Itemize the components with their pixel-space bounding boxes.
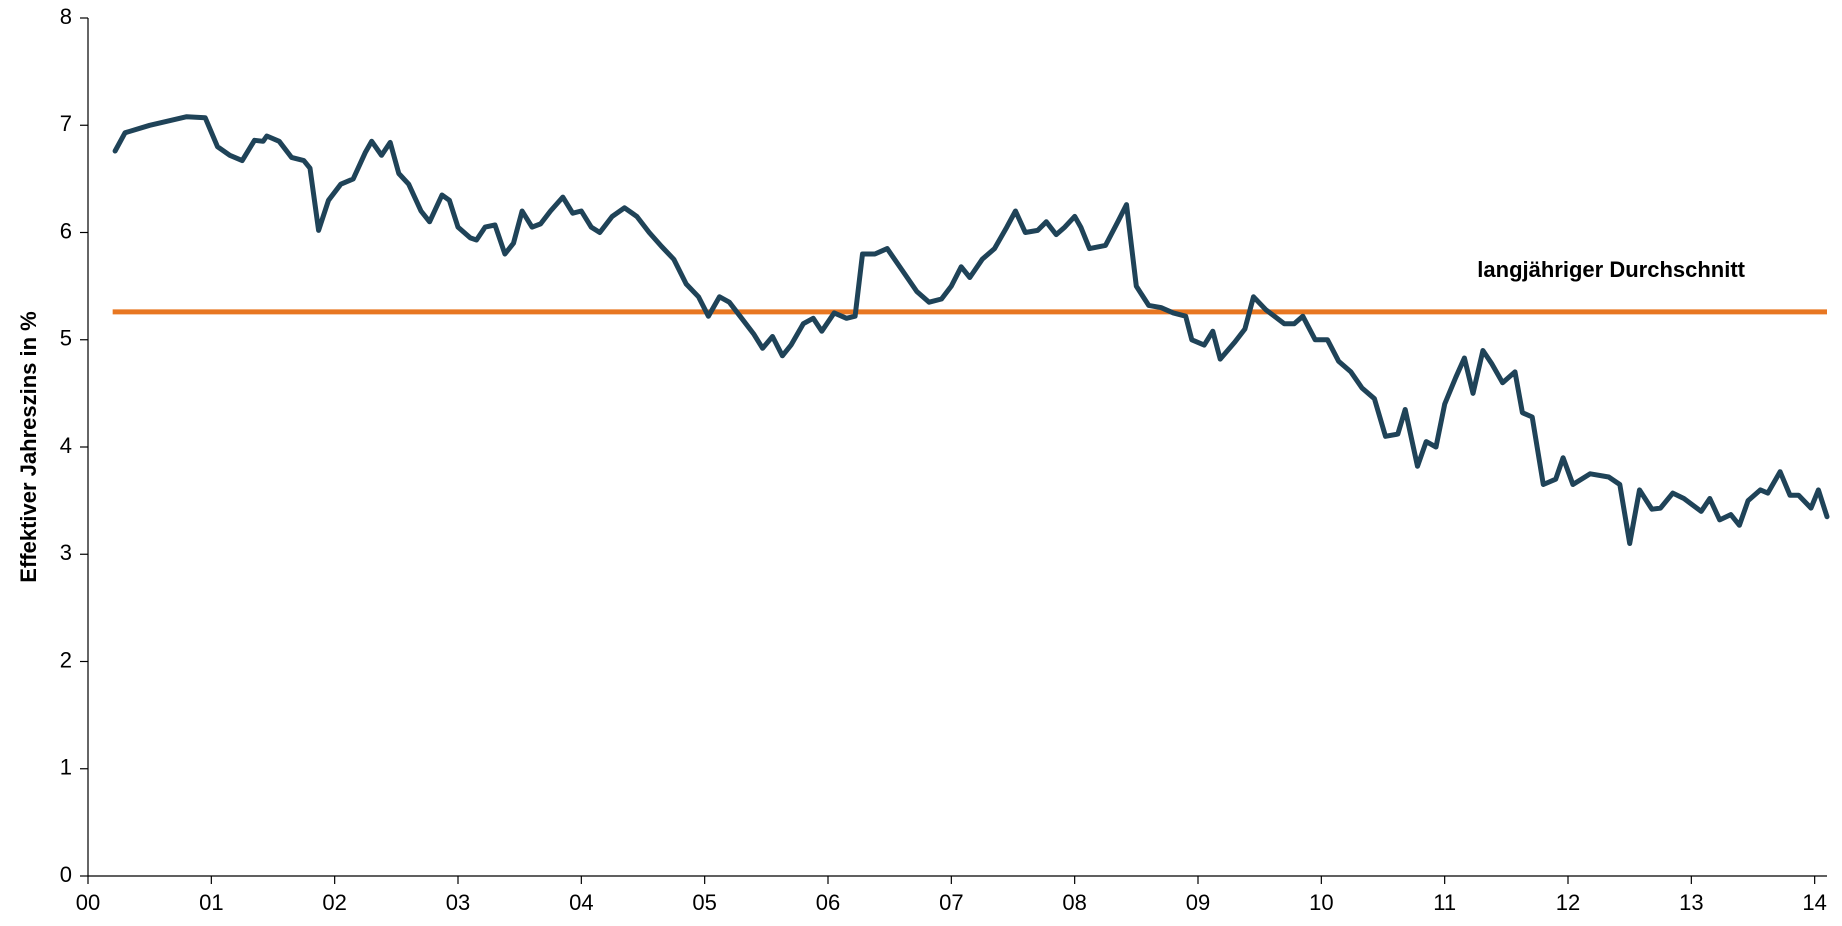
y-tick-label: 3: [60, 540, 72, 565]
y-tick-label: 0: [60, 862, 72, 887]
annotation: langjähriger Durchschnitt: [1477, 257, 1745, 282]
x-tick-label: 14: [1802, 890, 1826, 915]
x-tick-label: 13: [1679, 890, 1703, 915]
y-tick-label: 8: [60, 4, 72, 29]
x-tick-label: 10: [1309, 890, 1333, 915]
x-tick-label: 12: [1556, 890, 1580, 915]
y-tick-label: 4: [60, 433, 72, 458]
y-tick-label: 6: [60, 218, 72, 243]
x-tick-label: 09: [1186, 890, 1210, 915]
x-tick-label: 00: [76, 890, 100, 915]
x-tick-label: 03: [446, 890, 470, 915]
y-tick-label: 2: [60, 647, 72, 672]
x-tick-label: 07: [939, 890, 963, 915]
x-tick-label: 06: [816, 890, 840, 915]
y-tick-label: 1: [60, 755, 72, 780]
y-tick-label: 7: [60, 111, 72, 136]
x-tick-label: 11: [1433, 890, 1456, 915]
line-series: [112, 114, 1830, 546]
x-tick-label: 08: [1062, 890, 1086, 915]
x-tick-label: 01: [199, 890, 223, 915]
y-tick-label: 5: [60, 326, 72, 351]
y-axis-label: Effektiver Jahreszins in %: [16, 311, 41, 582]
x-tick-label: 05: [692, 890, 716, 915]
x-tick-label: 04: [569, 890, 593, 915]
x-tick-label: 02: [322, 890, 346, 915]
